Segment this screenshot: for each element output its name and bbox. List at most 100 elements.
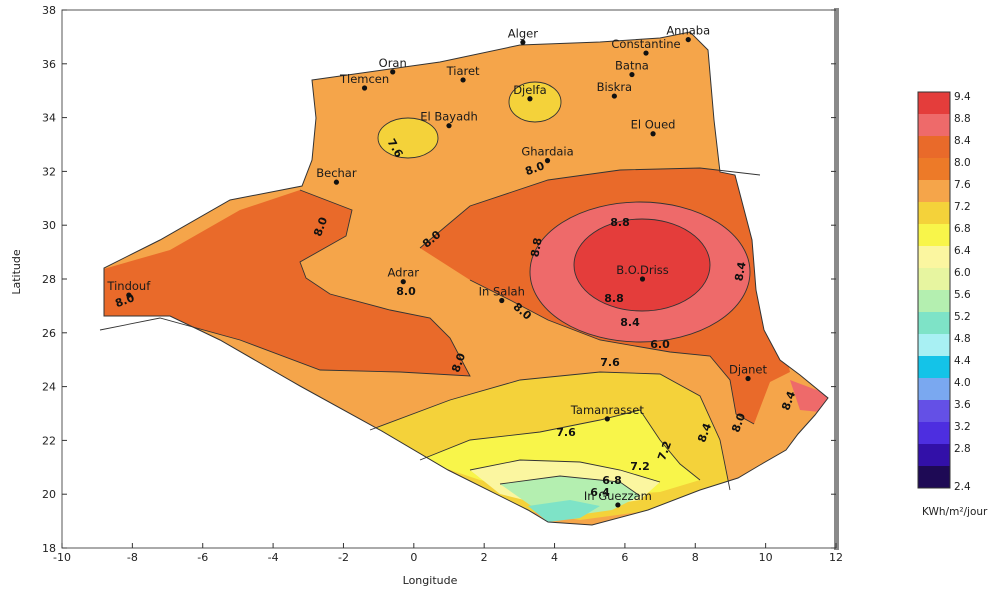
- city-label: Djelfa: [513, 83, 546, 97]
- color-legend: 9.4 8.8 8.4 8.0 7.6 7.2 6.8 6.4 6.0 5.6 5.2 4.8 4.4 4…: [917, 91, 971, 493]
- city-dot: [361, 85, 368, 91]
- zone-5.6: [528, 500, 600, 522]
- contour-value-label: 8.0: [523, 159, 546, 178]
- x-tick-label: 8: [692, 551, 699, 564]
- legend-level-label: 3.6: [954, 399, 971, 411]
- x-tick-label: -6: [197, 551, 208, 564]
- legend-swatch: [918, 422, 950, 445]
- x-axis-title: Longitude: [403, 574, 458, 587]
- legend-swatch: [918, 334, 950, 357]
- y-tick-label: 26: [42, 327, 56, 340]
- y-tick-label: 36: [42, 58, 56, 71]
- city-label: Tamanrasset: [570, 403, 645, 417]
- contour-line-6.8: [469, 459, 661, 483]
- city-dot: [685, 36, 691, 43]
- city-label: Alger: [508, 26, 538, 40]
- x-tick-label: -4: [268, 551, 279, 564]
- city-dot: [527, 96, 533, 102]
- contour-value-label: 7.2: [630, 460, 650, 473]
- legend-swatch: [918, 312, 950, 335]
- legend-level-label: 6.4: [954, 245, 971, 257]
- legend-level-label: 8.4: [954, 135, 971, 147]
- city-label: Constantine: [611, 37, 680, 51]
- contour-line-7.2-south: [419, 409, 701, 481]
- zone-7.2-djelfa: [509, 82, 561, 122]
- y-tick-label: 28: [42, 273, 56, 286]
- legend-level-label: 6.0: [954, 267, 971, 279]
- city-dot: [520, 39, 526, 45]
- legend-level-label: 8.0: [954, 157, 971, 169]
- legend-swatch: [918, 466, 950, 489]
- contour-value-label: 8.8: [604, 292, 624, 305]
- city-label: Djanet: [729, 363, 767, 377]
- legend-level-label: 9.4: [954, 91, 971, 103]
- contour-line-9.4: [573, 218, 711, 312]
- city-label: Tiaret: [446, 64, 480, 78]
- city-dot: [629, 71, 635, 78]
- contour-value-label: 8.0: [449, 351, 468, 374]
- city-label: Annaba: [666, 24, 710, 38]
- y-tick-label: 30: [42, 219, 56, 232]
- contour-lines: [99, 81, 761, 497]
- contour-value-label: 8.8: [528, 237, 544, 258]
- y-axis: 18 20 22 24 26 28 30 32 34 36 38: [42, 4, 836, 555]
- legend-level-label: 2.4: [954, 481, 971, 493]
- legend-swatch: [918, 180, 950, 203]
- legend-frame: [917, 91, 951, 489]
- legend-level-label: 4.4: [954, 355, 971, 367]
- city-dot: [643, 50, 649, 56]
- city-label: Ghardaia: [521, 145, 573, 159]
- city-dot: [611, 93, 617, 99]
- x-tick-label: -2: [338, 551, 349, 564]
- legend-level-label: 4.0: [954, 377, 971, 389]
- contour-value-label: 8.0: [396, 285, 416, 298]
- zone-9.4-core: [574, 219, 710, 311]
- legend-level-label: 5.2: [954, 311, 971, 323]
- legend-level-label: 2.8: [954, 443, 971, 455]
- contour-value-label: 8.8: [610, 216, 630, 229]
- legend-swatch: [918, 158, 950, 181]
- legend-swatch: [918, 268, 950, 291]
- contour-line-7.6-djelfa: [508, 81, 562, 123]
- legend-swatch: [918, 92, 950, 115]
- city-dot: [400, 279, 406, 285]
- legend-swatch: [918, 114, 950, 137]
- city-dot: [126, 292, 132, 298]
- city-label: Biskra: [597, 80, 633, 94]
- y-axis-title: Latitude: [10, 249, 23, 295]
- legend-swatch: [918, 202, 950, 225]
- city-label: B.O.Driss: [616, 263, 669, 277]
- city-label: Tindouf: [106, 279, 151, 293]
- city-label: In Salah: [479, 285, 525, 299]
- contour-line-8.8: [529, 201, 751, 343]
- city-dot: [333, 179, 340, 185]
- x-tick-label: 2: [481, 551, 488, 564]
- legend-unit-label: KWh/m²/jour: [922, 506, 988, 518]
- contour-value-label: 8.4: [779, 389, 798, 412]
- contour-value-label: 8.4: [620, 316, 640, 329]
- x-tick-label: 6: [621, 551, 628, 564]
- legend-level-label: 7.6: [954, 179, 971, 191]
- x-tick-label: 12: [829, 551, 843, 564]
- contour-value-label: 7.2: [655, 439, 674, 462]
- zone-8.4-se: [790, 380, 828, 412]
- city-label: Tlemcen: [339, 72, 389, 86]
- legend-swatch: [918, 224, 950, 247]
- legend-level-label: 5.6: [954, 289, 971, 301]
- city-dot: [639, 276, 646, 282]
- y-tick-label: 34: [42, 112, 56, 125]
- legend-swatch: [918, 400, 950, 423]
- city-label: El Oued: [631, 118, 676, 132]
- legend-swatch: [918, 378, 950, 401]
- legend-level-label: 4.8: [954, 333, 971, 345]
- x-tick-label: -10: [53, 551, 71, 564]
- y-tick-label: 38: [42, 4, 56, 17]
- contour-value-label: 6.8: [602, 474, 622, 487]
- city-dot: [604, 416, 610, 422]
- zone-7.2-elbayadh: [378, 118, 438, 158]
- contour-value-label: 8.0: [729, 411, 748, 434]
- x-tick-label: 4: [551, 551, 558, 564]
- contour-value-label: 7.6: [600, 356, 620, 369]
